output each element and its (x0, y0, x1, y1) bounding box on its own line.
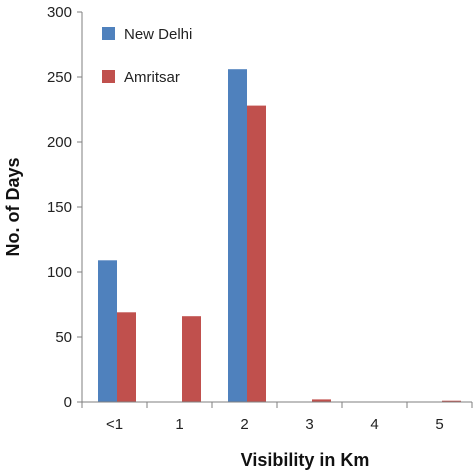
x-tick-label: 5 (435, 416, 443, 433)
y-tick-label: 200 (47, 134, 72, 151)
x-tick-label: 1 (175, 416, 183, 433)
y-ticks-layer: 0 50 100 150 200 250 300 (47, 4, 82, 411)
legend-label: New Delhi (124, 26, 192, 43)
bar-amritsar-0 (117, 312, 136, 402)
y-tick-label: 50 (55, 329, 72, 346)
bar-amritsar-2 (247, 105, 266, 402)
x-tick-label: <1 (106, 416, 123, 433)
y-tick-label: 250 (47, 69, 72, 86)
y-tick-label: 0 (64, 394, 72, 411)
y-axis-title: No. of Days (3, 157, 23, 256)
legend-swatch (102, 70, 115, 83)
bar-amritsar-3 (312, 399, 331, 402)
y-tick-label: 100 (47, 264, 72, 281)
bars-layer (98, 69, 461, 402)
x-tick-label: 4 (370, 416, 378, 433)
x-axis-title: Visibility in Km (241, 450, 370, 470)
legend-swatch (102, 27, 115, 40)
x-tick-label: 2 (240, 416, 248, 433)
y-tick-label: 300 (47, 4, 72, 21)
y-tick-label: 150 (47, 199, 72, 216)
bar-new-delhi-0 (98, 260, 117, 402)
x-tick-label: 3 (305, 416, 313, 433)
legend: New Delhi Amritsar (102, 26, 192, 86)
bar-amritsar-1 (182, 316, 201, 402)
x-ticks-layer: <1 1 2 3 4 5 (81, 402, 473, 433)
legend-label: Amritsar (124, 69, 180, 86)
bar-amritsar-5 (442, 400, 461, 402)
bar-new-delhi-2 (228, 69, 247, 402)
